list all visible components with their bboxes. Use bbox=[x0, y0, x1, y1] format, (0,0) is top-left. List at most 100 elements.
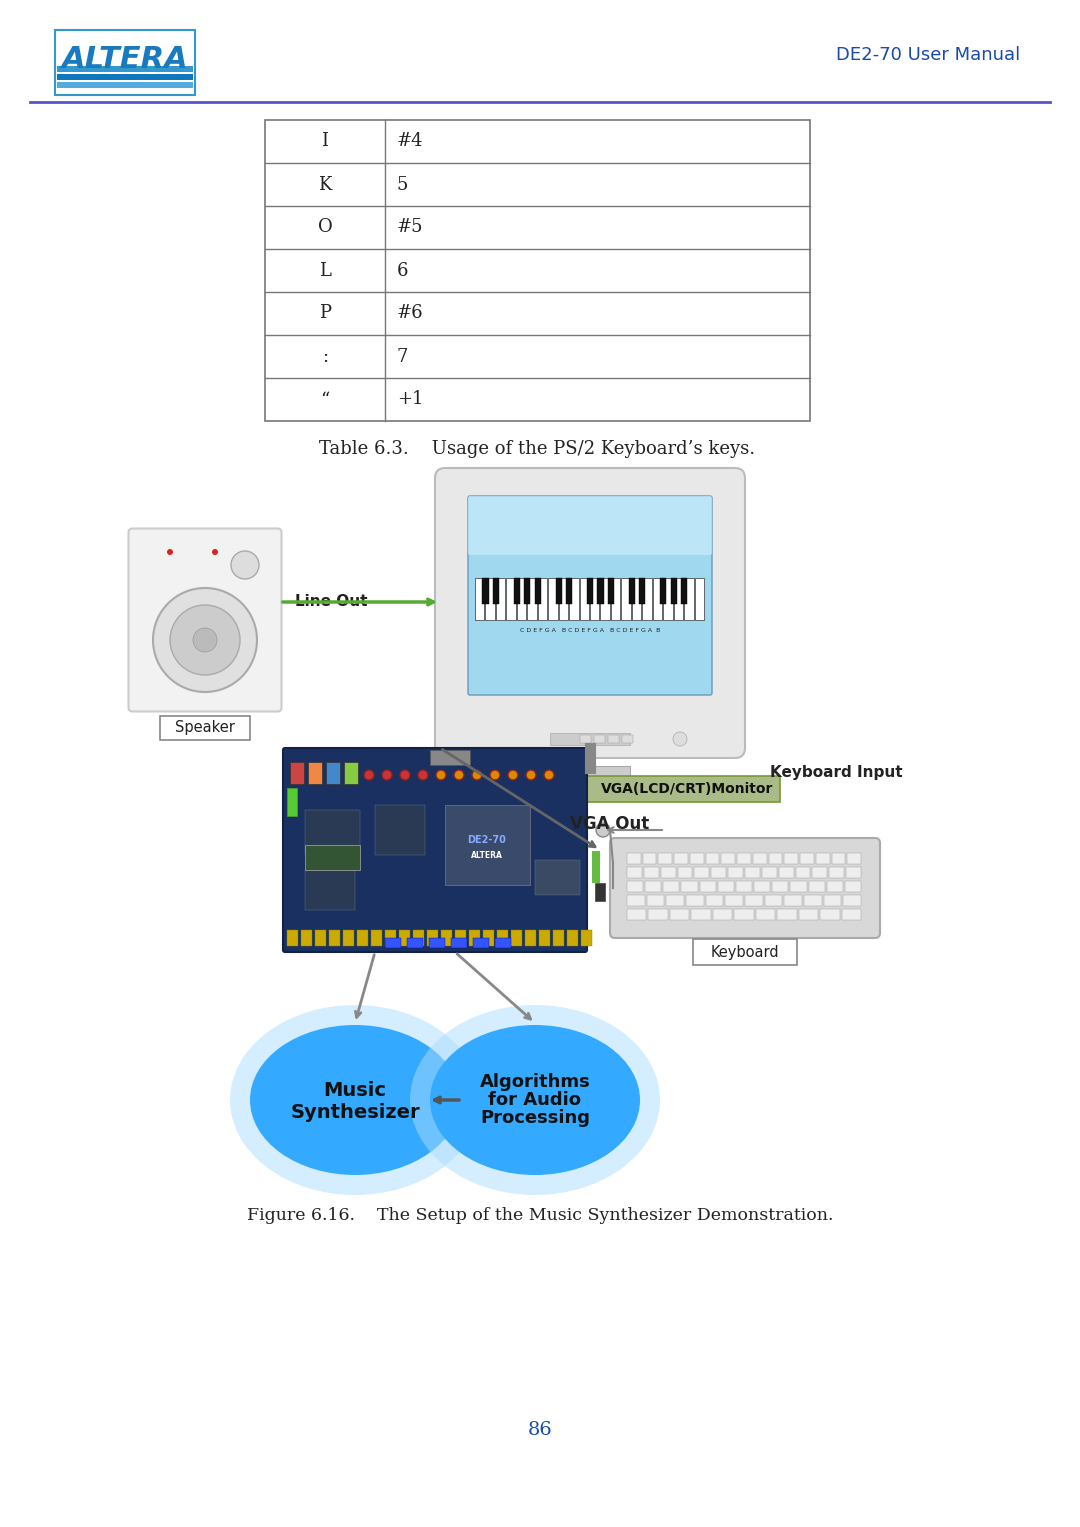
Bar bbox=[784, 854, 798, 864]
Bar bbox=[507, 579, 516, 620]
Bar bbox=[384, 930, 396, 947]
Bar bbox=[558, 579, 568, 620]
Bar bbox=[632, 579, 642, 620]
Bar bbox=[407, 938, 423, 948]
Bar bbox=[754, 881, 770, 892]
Bar bbox=[841, 909, 861, 919]
Circle shape bbox=[364, 770, 374, 780]
Circle shape bbox=[212, 550, 218, 554]
Text: DE2-70 User Manual: DE2-70 User Manual bbox=[836, 46, 1020, 64]
FancyBboxPatch shape bbox=[435, 467, 745, 757]
Text: #4: #4 bbox=[397, 133, 423, 151]
Bar bbox=[399, 930, 410, 947]
Bar bbox=[595, 883, 605, 901]
Bar bbox=[329, 930, 340, 947]
Bar bbox=[705, 854, 719, 864]
Text: 6: 6 bbox=[397, 261, 408, 279]
Bar bbox=[315, 930, 326, 947]
Bar bbox=[611, 579, 620, 620]
Bar bbox=[469, 930, 480, 947]
Text: DE2-70: DE2-70 bbox=[468, 835, 507, 844]
Text: Algorithms: Algorithms bbox=[480, 1073, 591, 1090]
Bar bbox=[485, 579, 495, 620]
Bar bbox=[539, 930, 550, 947]
Bar bbox=[608, 734, 619, 744]
Circle shape bbox=[544, 770, 554, 780]
Text: C D E F G A   B C D E F G A   B C D E F G A  B: C D E F G A B C D E F G A B C D E F G A … bbox=[519, 628, 660, 634]
Bar bbox=[372, 930, 382, 947]
Circle shape bbox=[167, 550, 173, 554]
Circle shape bbox=[596, 823, 610, 837]
Bar bbox=[721, 854, 735, 864]
Bar bbox=[812, 867, 827, 878]
Bar bbox=[581, 930, 592, 947]
Bar bbox=[734, 909, 754, 919]
Bar bbox=[594, 734, 605, 744]
Bar bbox=[291, 762, 303, 783]
Circle shape bbox=[472, 770, 482, 780]
Bar bbox=[455, 930, 465, 947]
Text: #5: #5 bbox=[397, 218, 423, 237]
Bar bbox=[772, 881, 788, 892]
Bar bbox=[429, 938, 445, 948]
Bar bbox=[663, 579, 673, 620]
Bar bbox=[800, 854, 814, 864]
Bar bbox=[483, 930, 494, 947]
Circle shape bbox=[490, 770, 500, 780]
Text: Keyboard Input: Keyboard Input bbox=[770, 765, 903, 780]
Bar bbox=[580, 734, 591, 744]
Bar bbox=[535, 860, 580, 895]
Text: “: “ bbox=[321, 391, 329, 409]
Bar bbox=[305, 809, 360, 855]
Text: Processing: Processing bbox=[480, 1109, 590, 1127]
Bar bbox=[674, 579, 683, 620]
Bar bbox=[681, 881, 698, 892]
Bar bbox=[784, 895, 802, 906]
Bar bbox=[413, 930, 424, 947]
Bar bbox=[648, 909, 667, 919]
Bar bbox=[586, 579, 593, 605]
Bar bbox=[524, 579, 530, 605]
Bar bbox=[815, 854, 829, 864]
Bar bbox=[829, 867, 845, 878]
Bar bbox=[566, 579, 572, 605]
FancyBboxPatch shape bbox=[55, 31, 195, 95]
Bar bbox=[779, 867, 794, 878]
Bar bbox=[820, 909, 839, 919]
Bar bbox=[684, 579, 693, 620]
FancyBboxPatch shape bbox=[468, 496, 712, 695]
Bar bbox=[441, 930, 453, 947]
Bar bbox=[694, 867, 710, 878]
Bar bbox=[690, 854, 704, 864]
Bar bbox=[57, 82, 193, 89]
Text: :: : bbox=[322, 348, 328, 365]
Bar bbox=[622, 734, 633, 744]
Circle shape bbox=[508, 770, 518, 780]
Bar bbox=[647, 895, 664, 906]
Bar bbox=[652, 579, 662, 620]
Bar bbox=[745, 867, 760, 878]
Text: P: P bbox=[319, 304, 330, 322]
FancyBboxPatch shape bbox=[610, 838, 880, 938]
Bar bbox=[644, 867, 659, 878]
Bar bbox=[451, 938, 467, 948]
Bar bbox=[643, 854, 657, 864]
Text: Synthesizer: Synthesizer bbox=[291, 1102, 420, 1121]
Text: L: L bbox=[319, 261, 330, 279]
Text: Table 6.3.    Usage of the PS/2 Keyboard’s keys.: Table 6.3. Usage of the PS/2 Keyboard’s … bbox=[320, 440, 756, 458]
Bar bbox=[804, 895, 822, 906]
Bar bbox=[832, 854, 846, 864]
Bar bbox=[326, 762, 340, 783]
Bar bbox=[718, 881, 734, 892]
Bar bbox=[497, 930, 508, 947]
Circle shape bbox=[673, 731, 687, 747]
Bar bbox=[671, 579, 677, 605]
Bar bbox=[305, 844, 360, 870]
Bar bbox=[550, 767, 630, 776]
FancyBboxPatch shape bbox=[129, 528, 282, 712]
Bar bbox=[553, 930, 564, 947]
Bar bbox=[600, 579, 610, 620]
Bar bbox=[745, 895, 762, 906]
Bar bbox=[791, 881, 807, 892]
Circle shape bbox=[454, 770, 464, 780]
